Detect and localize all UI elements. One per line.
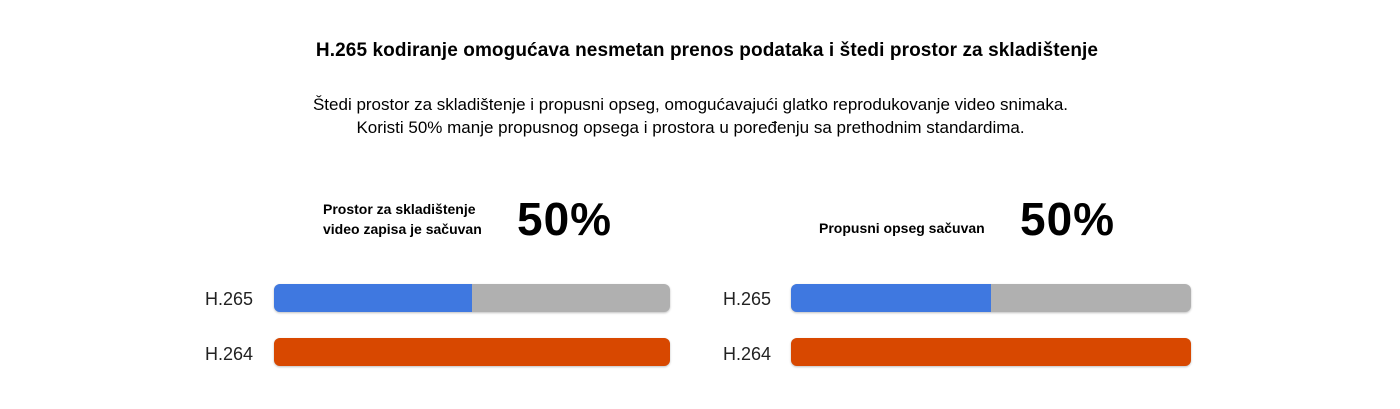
storage-stat-label-line-1: Prostor za skladištenje <box>323 201 476 217</box>
bandwidth-stat-label-line-1: Propusni opseg sačuvan <box>819 220 985 236</box>
bandwidth-bar-h264 <box>791 338 1191 366</box>
storage-row-label-h265: H.265 <box>205 289 254 309</box>
subtitle-line-1: Štedi prostor za skladištenje i propusni… <box>312 95 1069 114</box>
subtitle-line-2: Koristi 50% manje propusnog opsega i pro… <box>356 118 1025 137</box>
bandwidth-row-label-h265: H.265 <box>723 289 772 309</box>
storage-bar-track-h264 <box>274 338 670 366</box>
storage-bar-h264 <box>274 338 670 366</box>
bandwidth-stat-label: Propusni opseg sačuvan <box>819 218 985 238</box>
bandwidth-bar-track-h264 <box>791 338 1191 366</box>
storage-bar-h265 <box>274 284 472 312</box>
page-subtitle: Štedi prostor za skladištenje i propusni… <box>0 93 1381 139</box>
storage-stat-label-line-2: video zapisa je sačuvan <box>323 221 482 237</box>
bandwidth-stat-value: 50% <box>1020 193 1116 245</box>
bandwidth-chart: Propusni opseg sačuvan 50% H.265 H.264 <box>708 190 1228 390</box>
page-title: H.265 kodiranje omogućava nesmetan preno… <box>315 40 1099 61</box>
bandwidth-bar-h265 <box>791 284 991 312</box>
storage-bar-track-h265 <box>274 284 670 312</box>
storage-stat-value: 50% <box>517 193 613 245</box>
storage-stat-label: Prostor za skladištenje video zapisa je … <box>323 199 482 239</box>
bandwidth-row-label-h264: H.264 <box>723 344 772 364</box>
storage-row-label-h264: H.264 <box>205 344 254 364</box>
storage-chart: Prostor za skladištenje video zapisa je … <box>190 190 710 390</box>
bandwidth-bar-track-h265 <box>791 284 1191 312</box>
